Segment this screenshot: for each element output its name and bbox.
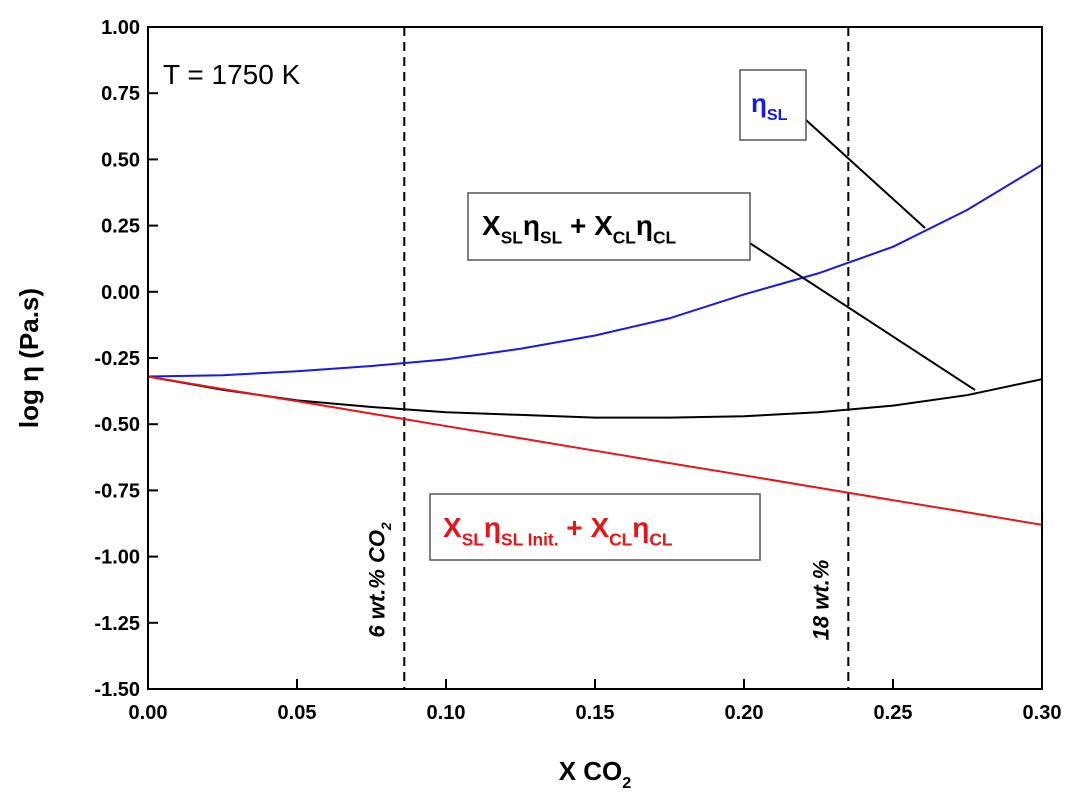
y-tick-label: -1.50: [94, 679, 140, 701]
text-part: η: [751, 88, 767, 118]
text-part: 18 wt.%: [808, 560, 833, 641]
y-tick-label: -0.50: [94, 414, 140, 436]
leader-line: [805, 119, 926, 229]
text-part: + X: [562, 210, 613, 241]
text-part: η: [636, 210, 653, 241]
x-tick-label: 0.00: [129, 702, 168, 724]
leader-line: [744, 239, 976, 391]
text-part: X: [443, 512, 462, 543]
text-part: CL: [653, 227, 677, 247]
text-part: X: [482, 210, 501, 241]
text-part: SL Init.: [501, 529, 559, 549]
text-part: CL: [613, 227, 637, 247]
annotation-box: [739, 69, 807, 141]
text-part: CL: [649, 529, 673, 549]
text-part: η: [632, 512, 649, 543]
y-tick-label: -0.75: [94, 480, 140, 502]
annotation: XSLηSL Init. + XCLηCL: [443, 512, 673, 549]
y-tick-label: 0.00: [101, 282, 140, 304]
line-series: [147, 375, 1043, 419]
y-tick-label: -0.25: [94, 348, 140, 370]
x-tick-label: 0.25: [874, 702, 913, 724]
text-part: + X: [559, 512, 610, 543]
line-series: [147, 375, 1043, 526]
x-tick-label: 0.15: [576, 702, 615, 724]
text-part: η: [484, 512, 501, 543]
text-part: 2: [379, 522, 394, 531]
annotation: ηSL: [751, 88, 788, 124]
y-tick-label: 0.50: [101, 149, 140, 171]
reference-label: 18 wt.%: [808, 560, 833, 641]
plot-frame: [147, 26, 1043, 690]
text-part: 6 wt.% CO: [364, 530, 389, 638]
text-part: SL: [540, 227, 563, 247]
annotation: XSLηSL + XCLηCL: [482, 210, 677, 247]
y-axis-title: log η (Pa.s): [14, 288, 44, 428]
y-tick-label: 0.75: [101, 83, 140, 105]
y-tick-label: 0.25: [101, 216, 140, 238]
y-tick-label: -1.25: [94, 613, 140, 635]
y-tick-label: -1.00: [94, 547, 140, 569]
x-tick-label: 0.20: [725, 702, 764, 724]
text-part: SL: [767, 106, 788, 124]
x-tick-label: 0.30: [1023, 702, 1062, 724]
line-series: [147, 163, 1043, 378]
x-axis-title: X CO2: [559, 756, 632, 792]
reference-label: 6 wt.% CO2: [364, 522, 394, 638]
text-part: CL: [609, 529, 633, 549]
annotation-box: [467, 192, 751, 261]
y-tick-label: 1.00: [101, 17, 140, 39]
x-tick-label: 0.05: [278, 702, 317, 724]
text-part: SL: [501, 227, 524, 247]
temperature-label: T = 1750 K: [163, 59, 301, 90]
text-part: X CO: [559, 756, 623, 786]
text-part: 2: [622, 774, 631, 792]
annotation-box: [429, 493, 761, 561]
x-tick-label: 0.10: [427, 702, 466, 724]
text-part: SL: [462, 529, 485, 549]
text-part: η: [523, 210, 540, 241]
